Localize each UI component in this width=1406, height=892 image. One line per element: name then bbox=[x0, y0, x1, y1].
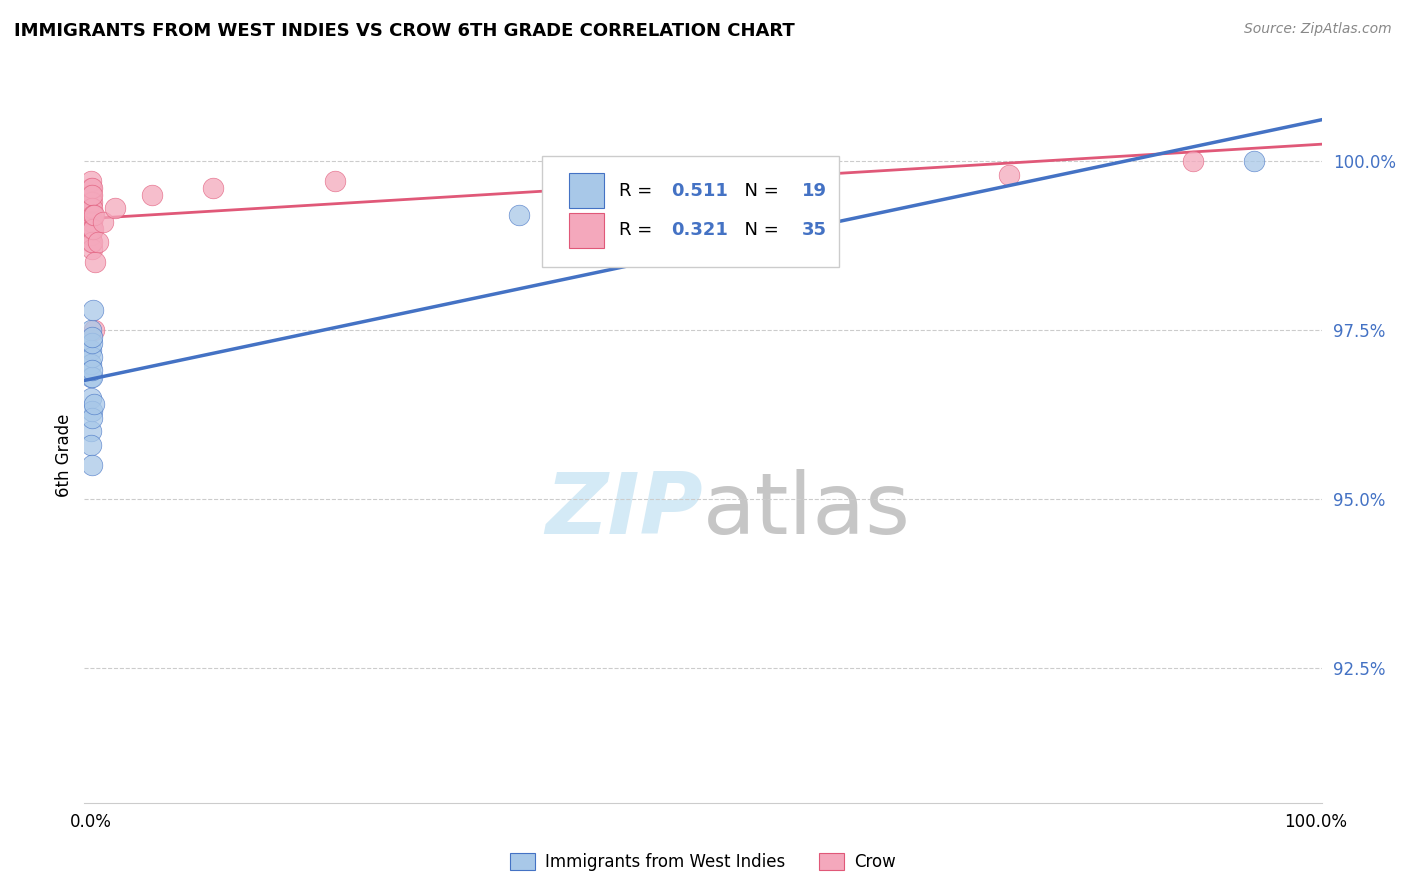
FancyBboxPatch shape bbox=[569, 213, 605, 248]
Point bbox=[141, 187, 163, 202]
Point bbox=[80, 221, 103, 235]
Point bbox=[84, 255, 107, 269]
Point bbox=[82, 329, 104, 343]
Point bbox=[80, 343, 103, 358]
Point bbox=[1243, 154, 1265, 169]
Point bbox=[80, 438, 103, 452]
Point bbox=[87, 235, 110, 249]
Text: N =: N = bbox=[733, 182, 785, 200]
Point bbox=[80, 194, 103, 209]
Point bbox=[82, 336, 104, 351]
Point bbox=[814, 161, 837, 175]
Point bbox=[998, 168, 1021, 182]
Point bbox=[80, 242, 103, 256]
Text: 35: 35 bbox=[801, 221, 827, 239]
Point bbox=[80, 458, 103, 472]
Point bbox=[82, 187, 104, 202]
Point bbox=[80, 404, 103, 418]
Point bbox=[80, 181, 103, 195]
Point bbox=[80, 357, 103, 371]
Point bbox=[80, 194, 103, 209]
Text: atlas: atlas bbox=[703, 469, 911, 552]
Text: R =: R = bbox=[619, 182, 658, 200]
FancyBboxPatch shape bbox=[569, 173, 605, 208]
Text: 19: 19 bbox=[801, 182, 827, 200]
Point bbox=[91, 215, 114, 229]
Point bbox=[80, 202, 103, 216]
Text: 0.511: 0.511 bbox=[671, 182, 728, 200]
Point bbox=[80, 215, 103, 229]
Point bbox=[201, 181, 224, 195]
Point bbox=[80, 410, 103, 425]
Point bbox=[80, 370, 103, 384]
Point bbox=[80, 323, 103, 337]
Point bbox=[80, 228, 103, 243]
Point bbox=[325, 174, 347, 188]
Point bbox=[80, 391, 103, 405]
Point bbox=[82, 208, 104, 222]
FancyBboxPatch shape bbox=[543, 156, 839, 267]
Point bbox=[83, 397, 105, 411]
Point bbox=[80, 215, 103, 229]
Point bbox=[82, 202, 104, 216]
Text: R =: R = bbox=[619, 221, 658, 239]
Text: Source: ZipAtlas.com: Source: ZipAtlas.com bbox=[1244, 22, 1392, 37]
Point bbox=[80, 424, 103, 438]
Point bbox=[80, 370, 103, 384]
Point bbox=[80, 350, 103, 364]
Point bbox=[83, 208, 105, 222]
Point bbox=[508, 208, 530, 222]
Point bbox=[80, 221, 103, 235]
Point bbox=[80, 174, 103, 188]
Point bbox=[80, 235, 103, 249]
Point bbox=[104, 202, 127, 216]
Text: N =: N = bbox=[733, 221, 785, 239]
Legend: Immigrants from West Indies, Crow: Immigrants from West Indies, Crow bbox=[503, 847, 903, 878]
Y-axis label: 6th Grade: 6th Grade bbox=[55, 413, 73, 497]
Point bbox=[79, 187, 101, 202]
Point bbox=[82, 302, 104, 317]
Point bbox=[80, 181, 103, 195]
Text: 0.321: 0.321 bbox=[671, 221, 728, 239]
Point bbox=[82, 363, 104, 377]
Point bbox=[1182, 154, 1205, 169]
Point bbox=[80, 202, 103, 216]
Point bbox=[83, 323, 105, 337]
Point bbox=[80, 187, 103, 202]
Point bbox=[82, 221, 104, 235]
Point bbox=[80, 208, 103, 222]
Text: IMMIGRANTS FROM WEST INDIES VS CROW 6TH GRADE CORRELATION CHART: IMMIGRANTS FROM WEST INDIES VS CROW 6TH … bbox=[14, 22, 794, 40]
Point bbox=[80, 235, 103, 249]
Text: ZIP: ZIP bbox=[546, 469, 703, 552]
Point bbox=[569, 168, 592, 182]
